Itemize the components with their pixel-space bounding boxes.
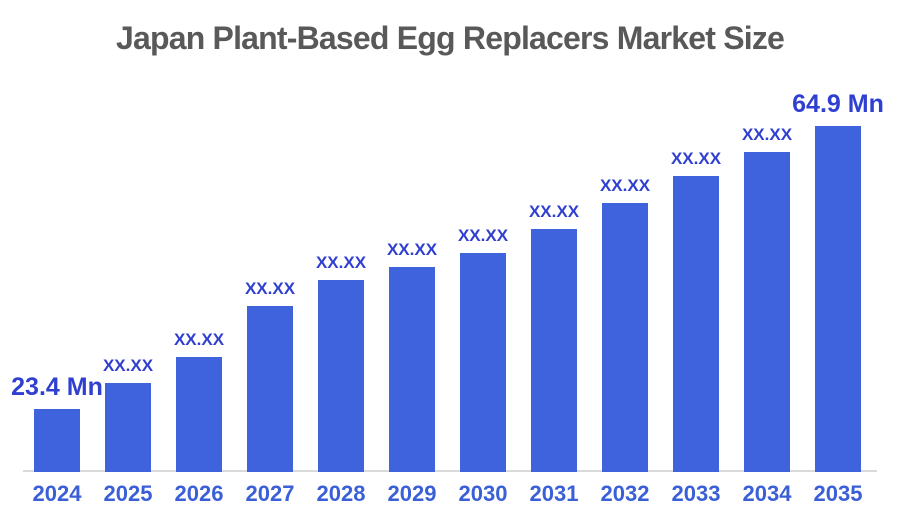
bar-value-label-2025: XX.XX (102, 356, 154, 375)
bar-value-label-2033: XX.XX (670, 149, 722, 168)
bar-value-label-2035: 64.9 Mn (792, 90, 884, 118)
bar-2026 (176, 357, 222, 472)
chart-title: Japan Plant-Based Egg Replacers Market S… (115, 20, 785, 56)
bar-2034 (744, 152, 790, 472)
bar-value-label-2027: XX.XX (244, 279, 296, 298)
bar-value-label-2030: XX.XX (457, 226, 509, 245)
bar-2028 (318, 280, 364, 472)
bar-value-label-2028: XX.XX (315, 253, 367, 272)
x-axis-tick-label-2029: 2029 (387, 481, 437, 506)
bar-value-label-2034: XX.XX (741, 125, 793, 144)
x-axis-tick-label-2025: 2025 (103, 481, 153, 506)
bar-value-label-2024: 23.4 Mn (11, 373, 103, 401)
x-axis-tick-label-2033: 2033 (671, 481, 721, 506)
bar-2033 (673, 176, 719, 472)
bar-2025 (105, 383, 151, 472)
bar-2032 (602, 203, 648, 472)
x-axis-tick-label-2035: 2035 (813, 481, 863, 506)
bar-value-label-2029: XX.XX (386, 240, 438, 259)
bar-value-label-2032: XX.XX (599, 176, 651, 195)
x-axis-tick-label-2027: 2027 (245, 481, 295, 506)
bar-value-label-2026: XX.XX (173, 330, 225, 349)
x-axis-tick-label-2028: 2028 (316, 481, 366, 506)
x-axis-tick-label-2026: 2026 (174, 481, 224, 506)
x-axis-tick-label-2032: 2032 (600, 481, 650, 506)
bar-2024 (34, 409, 80, 472)
x-axis-tick-label-2030: 2030 (458, 481, 508, 506)
bar-value-label-2031: XX.XX (528, 202, 580, 221)
x-axis-tick-label-2031: 2031 (529, 481, 579, 506)
bar-2031 (531, 229, 577, 472)
x-axis-line (23, 470, 877, 472)
bar-2029 (389, 267, 435, 472)
bar-2030 (460, 253, 506, 472)
bar-2035 (815, 126, 861, 472)
bar-2027 (247, 306, 293, 472)
x-axis-tick-label-2034: 2034 (742, 481, 792, 506)
x-axis-tick-label-2024: 2024 (32, 481, 82, 506)
